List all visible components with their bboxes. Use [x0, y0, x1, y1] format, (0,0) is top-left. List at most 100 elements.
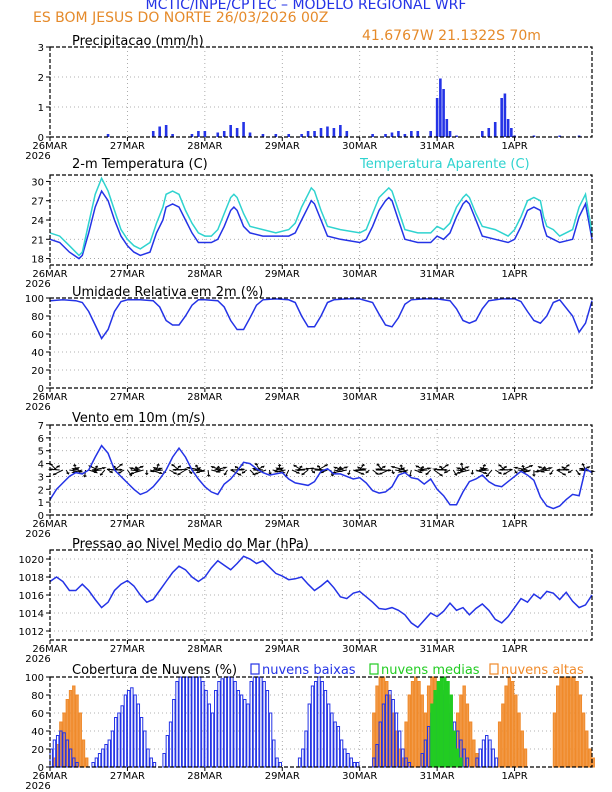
cloud-bar-nuvens-medias — [459, 757, 463, 768]
wind-arrowhead — [465, 466, 470, 469]
cloud-bar-nuvens-baixas — [407, 762, 412, 768]
panel-pressure — [46, 549, 593, 644]
ytick-label: 20 — [31, 366, 44, 377]
cloud-bar-nuvens-baixas — [126, 690, 131, 768]
cloud-bar-nuvens-baixas — [178, 676, 182, 768]
cloud-bar-nuvens-baixas — [72, 757, 76, 768]
cloud-bar-nuvens-altas — [562, 676, 566, 768]
cloud-bar-nuvens-medias — [433, 690, 437, 768]
wind-arrow — [187, 467, 202, 471]
ytick-label: 24 — [31, 216, 44, 227]
cloud-bar-nuvens-baixas — [401, 748, 405, 768]
cloud-bar-nuvens-medias — [436, 681, 441, 768]
wind-arrow — [391, 466, 406, 471]
cloud-bar-nuvens-baixas — [333, 721, 337, 768]
cloud-bar-nuvens-baixas — [120, 705, 124, 768]
cloud-bar-nuvens-baixas — [143, 730, 147, 768]
cloud-bar-nuvens-baixas — [136, 703, 141, 768]
wind-arrowhead — [482, 464, 487, 467]
legend-label-nuvens-medias: nuvens medias — [381, 663, 480, 678]
wind-arrowhead — [260, 465, 265, 469]
wind-arrowhead — [577, 473, 581, 476]
xtick-label: 26MAR — [32, 141, 67, 152]
wind-arrowhead — [145, 472, 149, 476]
cloud-bar-nuvens-baixas — [339, 739, 344, 768]
cloud-bar-nuvens-baixas — [268, 712, 273, 768]
cloud-bar-nuvens-baixas — [172, 699, 176, 768]
precip-bar — [410, 131, 413, 137]
wind-arrow — [84, 469, 86, 477]
panel-clouds — [46, 676, 595, 771]
cloud-bar-nuvens-baixas — [349, 757, 353, 768]
cloud-bar-nuvens-medias — [456, 748, 460, 768]
xtick-label: 28MAR — [187, 771, 222, 782]
wind-arrowhead — [293, 464, 297, 467]
cloud-bar-nuvens-altas — [585, 730, 589, 768]
cloud-bar-nuvens-baixas — [139, 717, 144, 768]
cloud-bar-nuvens-baixas — [355, 762, 360, 768]
wind-arrow — [171, 464, 180, 471]
cloud-bar-nuvens-altas — [514, 694, 518, 768]
wind-arrowhead — [93, 470, 99, 474]
xtick-label: 29MAR — [265, 269, 300, 280]
wind-arrowhead — [347, 472, 351, 476]
wind-arrowhead — [374, 468, 380, 471]
cloud-bar-nuvens-altas — [410, 681, 415, 768]
xtick-label: 1APR — [501, 392, 527, 403]
cloud-bar-nuvens-altas — [501, 703, 505, 768]
ytick-label: 1012 — [19, 627, 44, 638]
wind-arrowhead — [158, 467, 164, 470]
xtick-label: 31MAR — [420, 269, 455, 280]
wind-arrowhead — [56, 465, 60, 468]
cloud-bar-nuvens-baixas — [197, 676, 202, 768]
wind-arrowhead — [360, 472, 365, 475]
wind-arrowhead — [483, 471, 488, 475]
ytick-label: 20 — [31, 745, 44, 756]
cloud-bar-nuvens-altas — [72, 685, 76, 768]
wind-arrowhead — [135, 469, 141, 472]
cloud-bar-nuvens-baixas — [101, 748, 105, 768]
wind-arrowhead — [234, 465, 239, 469]
precip-bar — [319, 128, 323, 137]
wind-arrowhead — [390, 466, 395, 469]
wind-arrowhead — [445, 464, 449, 467]
ytick-label: 18 — [31, 255, 44, 266]
wind-arrow — [127, 469, 132, 476]
xtick-label: 31MAR — [420, 771, 455, 782]
cloud-bar-nuvens-baixas — [149, 757, 153, 768]
wind-arrowhead — [215, 469, 221, 472]
wind-arrowhead — [277, 463, 282, 467]
precip-bar — [339, 125, 342, 137]
legend-label-nuvens-altas: nuvens altas — [501, 663, 584, 678]
wind-arrowhead — [439, 474, 443, 477]
ytick-label: 60 — [31, 330, 44, 341]
wind-arrow — [409, 469, 412, 477]
wind-arrowhead — [378, 472, 383, 475]
cloud-bar-nuvens-baixas — [146, 748, 150, 768]
wind-arrowhead — [279, 467, 285, 470]
precip-bar — [384, 134, 387, 137]
xtick-label: 28MAR — [187, 519, 222, 530]
wind-arrowhead — [432, 468, 437, 471]
cloud-bar-nuvens-baixas — [494, 757, 499, 768]
panel-title: Pressao ao Nivel Medio do Mar (hPa) — [72, 537, 309, 552]
cloud-bar-nuvens-baixas — [346, 753, 350, 768]
wind-arrowhead — [498, 464, 502, 467]
precip-bar — [222, 131, 226, 137]
wind-arrowhead — [354, 469, 358, 472]
precip-bar — [429, 131, 432, 137]
wind-arrowhead — [177, 465, 181, 468]
year-label: 2026 — [25, 529, 50, 540]
panel-frame — [49, 297, 593, 389]
wind-arrowhead — [581, 463, 585, 466]
cloud-bar-nuvens-altas — [568, 676, 573, 768]
wind-arrowhead — [332, 466, 338, 469]
precip-bar — [164, 125, 168, 137]
wind-arrowhead — [316, 465, 321, 468]
precip-bar — [261, 134, 265, 137]
precip-bar — [300, 134, 303, 137]
precip-bar — [216, 132, 220, 137]
wind-arrowhead — [241, 471, 246, 474]
cloud-bar-nuvens-altas — [497, 721, 502, 768]
